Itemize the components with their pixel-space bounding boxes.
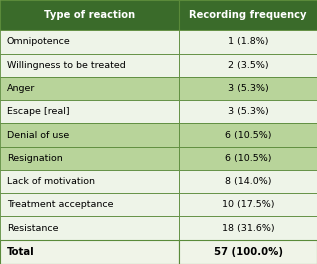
Text: 18 (31.6%): 18 (31.6%) [222,224,275,233]
Text: Resistance: Resistance [7,224,58,233]
Text: 3 (5.3%): 3 (5.3%) [228,84,268,93]
Text: Denial of use: Denial of use [7,130,69,140]
Bar [0,123,179,147]
Text: Type of reaction: Type of reaction [44,10,135,20]
Text: Recording frequency: Recording frequency [189,10,307,20]
Bar [179,240,317,264]
Text: Escape [real]: Escape [real] [7,107,70,116]
Bar [0,170,179,193]
Bar [0,193,179,216]
Bar [0,54,179,77]
Text: Resignation: Resignation [7,154,63,163]
Text: 2 (3.5%): 2 (3.5%) [228,61,268,70]
Bar [179,0,317,30]
Bar [0,216,179,240]
Text: Lack of motivation: Lack of motivation [7,177,95,186]
Bar [0,77,179,100]
Bar [179,170,317,193]
Bar [179,123,317,147]
Bar [0,0,179,30]
Text: Anger: Anger [7,84,36,93]
Text: Omnipotence: Omnipotence [7,37,71,46]
Bar [179,77,317,100]
Text: Total: Total [7,247,35,257]
Text: Treatment acceptance: Treatment acceptance [7,200,113,209]
Text: 1 (1.8%): 1 (1.8%) [228,37,268,46]
Bar [179,193,317,216]
Bar [179,54,317,77]
Text: 3 (5.3%): 3 (5.3%) [228,107,268,116]
Bar [0,30,179,54]
Bar [179,216,317,240]
Text: 10 (17.5%): 10 (17.5%) [222,200,274,209]
Bar [179,100,317,123]
Bar [0,240,179,264]
Bar [179,30,317,54]
Bar [0,100,179,123]
Text: 57 (100.0%): 57 (100.0%) [214,247,282,257]
Bar [0,147,179,170]
Text: Willingness to be treated: Willingness to be treated [7,61,126,70]
Text: 8 (14.0%): 8 (14.0%) [225,177,271,186]
Text: 6 (10.5%): 6 (10.5%) [225,130,271,140]
Bar [179,147,317,170]
Text: 6 (10.5%): 6 (10.5%) [225,154,271,163]
